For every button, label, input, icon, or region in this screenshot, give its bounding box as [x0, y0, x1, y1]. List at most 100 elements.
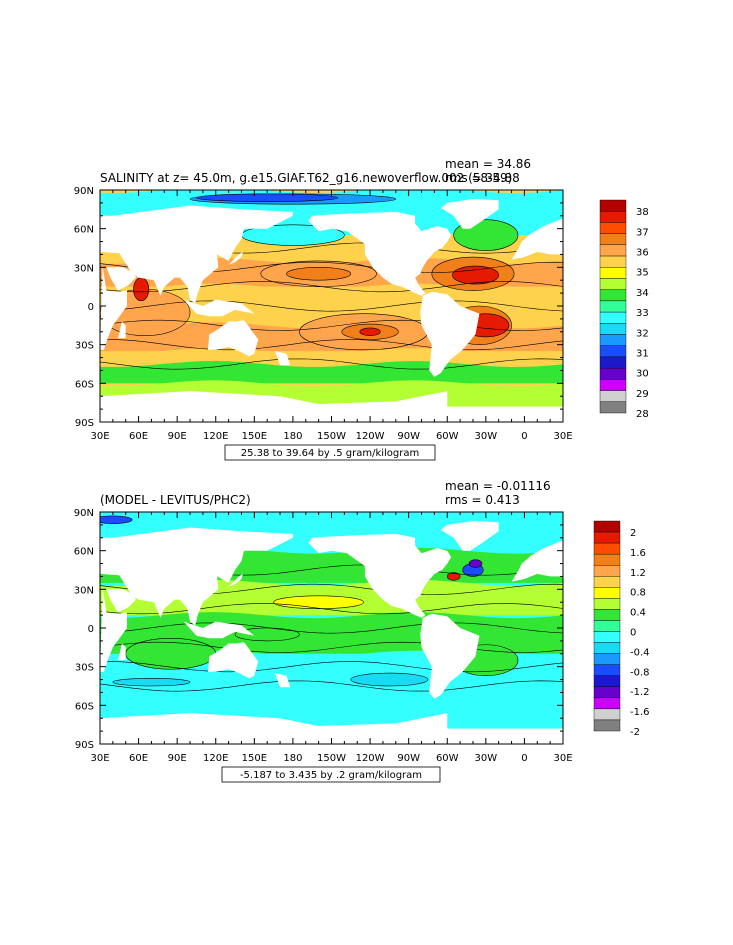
stat-rms: rms = 0.413 [445, 493, 520, 507]
x-tick-label: 150E [242, 431, 267, 442]
land-northAmerica [308, 533, 452, 618]
contour-info: -5.187 to 3.435 by .2 gram/kilogram [240, 770, 422, 781]
x-tick-label: 90E [168, 431, 187, 442]
salinity-region [468, 559, 483, 568]
chart-title: SALINITY at z= 45.0m, g.e15.GIAF.T62_g16… [100, 171, 512, 185]
x-tick-label: 90W [397, 431, 420, 442]
colorbar-label: 34 [636, 288, 649, 299]
x-tick-label: 180 [283, 753, 302, 764]
colorbar-label: 29 [636, 389, 649, 400]
x-tick-label: 30E [90, 753, 109, 764]
colorbar-swatch [599, 199, 627, 212]
colorbar-label: 28 [636, 409, 649, 420]
x-tick-label: 120W [356, 431, 385, 442]
land-japan [228, 573, 243, 587]
colorbar-swatch [593, 653, 621, 665]
land-greenland [440, 199, 499, 229]
land-asia [100, 205, 293, 304]
colorbar-label: 1.6 [630, 548, 646, 559]
y-tick-label: 90N [74, 186, 94, 197]
salinity-region [196, 193, 339, 202]
colorbar-swatch [599, 379, 627, 391]
colorbar-label: -1.2 [630, 687, 650, 698]
colorbar-label: 37 [636, 227, 649, 238]
land-europe [511, 540, 563, 582]
colorbar-swatch [593, 675, 621, 687]
contour-line [100, 339, 563, 351]
salinity-region [112, 677, 191, 687]
colorbar-swatch [593, 576, 621, 588]
y-tick-label: 0 [88, 624, 94, 635]
stat-mean: mean = 34.86 [445, 157, 531, 171]
colorbar-swatch [593, 531, 621, 544]
x-tick-label: 60W [436, 753, 459, 764]
colorbar-swatch [593, 542, 621, 555]
x-tick-label: 120E [203, 431, 228, 442]
contour-line [100, 641, 563, 653]
salinity-region [273, 595, 364, 609]
y-tick-label: 60N [74, 547, 94, 558]
x-tick-label: 30E [553, 753, 572, 764]
contour-line [100, 319, 563, 331]
land-africa [100, 266, 127, 350]
colorbar-label: 31 [636, 348, 649, 359]
land-island [274, 351, 291, 366]
colorbar-swatch [599, 401, 627, 414]
colorbar-label: 1.2 [630, 568, 646, 579]
land-maritime [183, 621, 255, 639]
land-australia [208, 320, 259, 357]
x-tick-label: 120E [203, 753, 228, 764]
land-southAmerica [420, 613, 480, 699]
land-arabia [106, 267, 136, 291]
x-tick-label: 180 [283, 431, 302, 442]
land-arabia [106, 589, 136, 613]
stat-rms: rms = 34.88 [445, 171, 520, 185]
colorbar-swatch [599, 255, 627, 268]
colorbar-label: 38 [636, 207, 649, 218]
colorbar-swatch [593, 587, 621, 599]
land-southAmerica [420, 291, 480, 377]
y-tick-label: 60N [74, 225, 94, 236]
x-tick-label: 30E [90, 431, 109, 442]
x-tick-label: 150E [242, 753, 267, 764]
colorbar-label: 35 [636, 268, 649, 279]
salinity-region [350, 672, 429, 687]
land-island [118, 643, 126, 661]
colorbar-swatch [599, 300, 627, 313]
y-tick-label: 90S [75, 740, 94, 751]
contour-line [100, 622, 563, 634]
colorbar-swatch [599, 323, 627, 335]
land-northAmerica [308, 211, 452, 296]
colorbar-swatch [593, 553, 621, 566]
colorbar-swatch [599, 311, 627, 324]
y-tick-label: 30N [74, 263, 94, 274]
colorbar-swatch [599, 222, 627, 234]
x-tick-label: 60E [129, 753, 148, 764]
y-tick-label: 90N [74, 508, 94, 519]
colorbar-swatch [599, 211, 627, 223]
salinity-region [100, 515, 133, 524]
x-tick-label: 60W [436, 431, 459, 442]
contour-line [100, 680, 563, 692]
x-tick-label: 150W [317, 431, 346, 442]
colorbar-swatch [599, 367, 627, 380]
contour-info-box [221, 766, 441, 783]
colorbar-label: 32 [636, 328, 649, 339]
y-tick-label: 30S [75, 663, 94, 674]
colorbar-swatch [593, 620, 621, 632]
colorbar-label: 33 [636, 308, 649, 319]
ocean-field [100, 512, 563, 744]
map-panel-1: 30E 60E 90E 120E 150E 180 150W 120W 90W 60W 30W 0 30… [74, 157, 649, 461]
salinity-region [359, 327, 381, 336]
land-africa [100, 588, 127, 672]
y-tick-label: 30S [75, 341, 94, 352]
colorbar-label: 2 [630, 528, 636, 539]
colorbar-swatch [593, 631, 621, 643]
stat-mean: mean = -0.01116 [445, 479, 551, 493]
colorbar-swatch [593, 664, 621, 676]
colorbar-swatch [599, 390, 627, 402]
y-tick-label: 30N [74, 585, 94, 596]
colorbar-swatch [593, 708, 621, 721]
colorbar-swatch [599, 345, 627, 358]
